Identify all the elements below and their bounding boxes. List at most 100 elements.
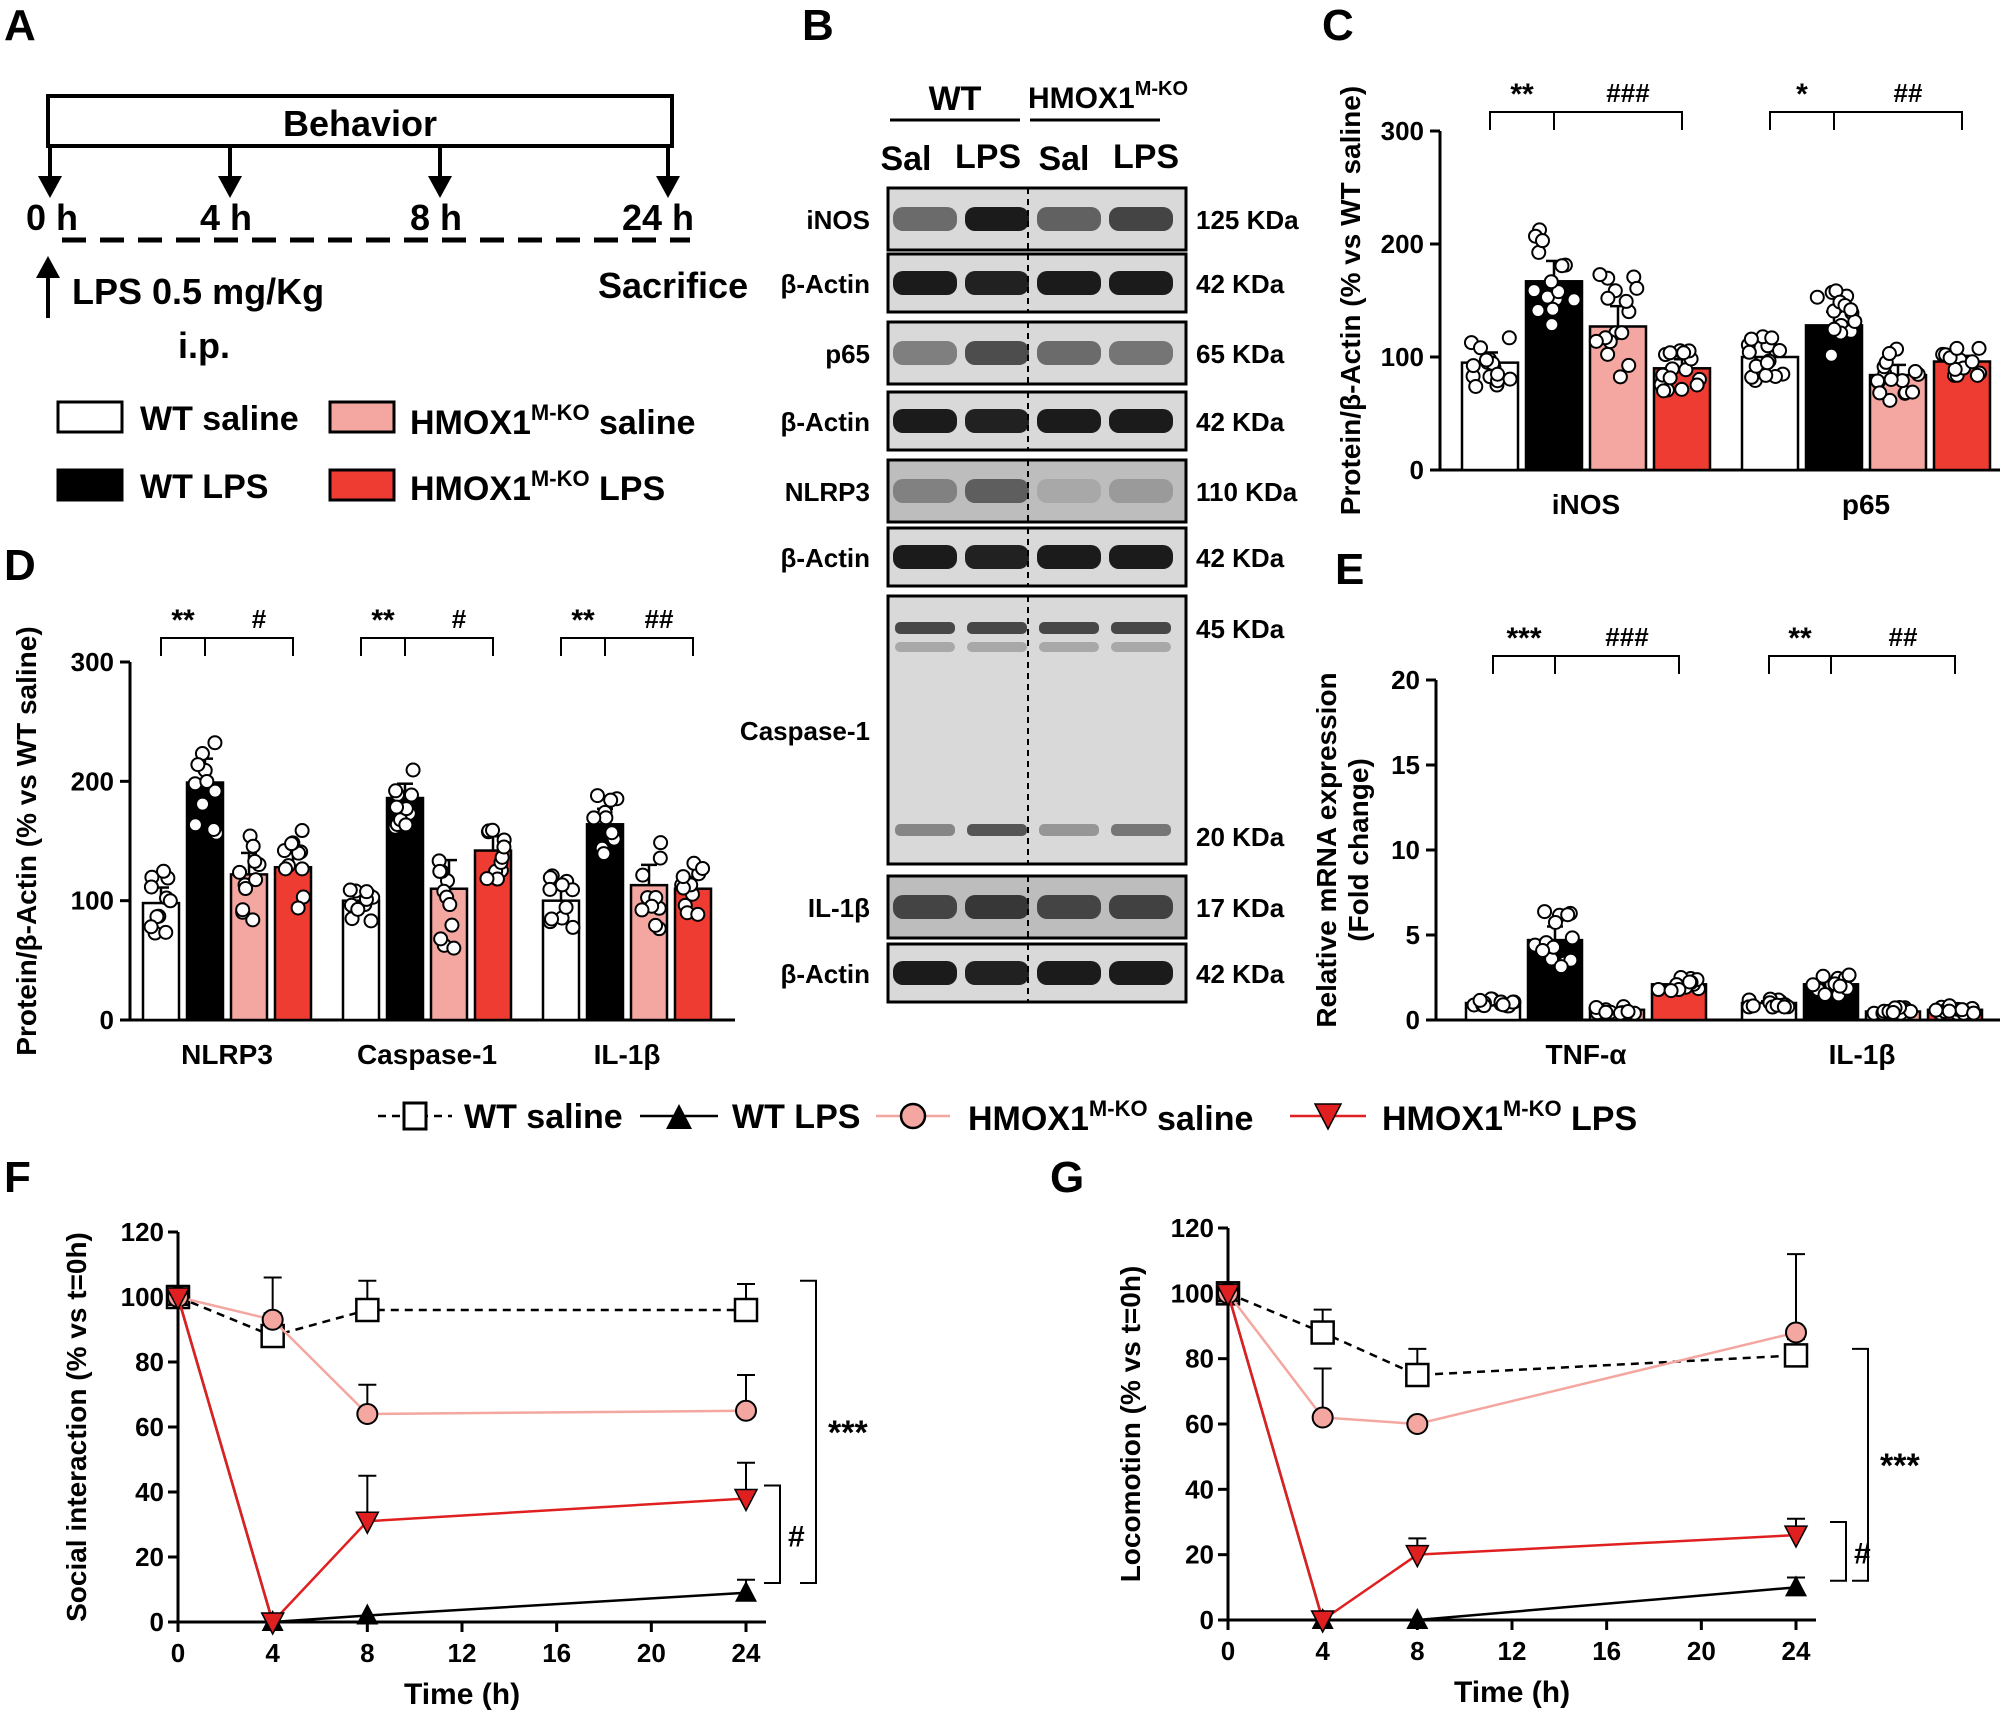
data-point: [1600, 346, 1616, 362]
data-point: [1564, 930, 1580, 946]
y-tick-label: 300: [1381, 116, 1424, 146]
group-label: IL-1β: [1829, 1039, 1896, 1070]
data-point: [1881, 346, 1897, 362]
blot-band: [893, 207, 957, 231]
lps-dose-label: LPS 0.5 mg/Kg: [72, 271, 324, 312]
data-point: [1535, 233, 1551, 249]
blot-protein-label: p65: [825, 339, 870, 369]
blot-band: [893, 479, 957, 503]
significance-ko: ###: [1606, 78, 1650, 108]
significance-ko: #: [452, 604, 467, 634]
data-point: [446, 940, 462, 956]
bar-legend-item: HMOX1M-KO LPS: [328, 466, 665, 508]
group-label: NLRP3: [181, 1039, 273, 1070]
group-label: TNF-α: [1546, 1039, 1627, 1070]
data-point: [1547, 914, 1563, 930]
blot-band: [893, 271, 957, 295]
legend-label: HMOX1M-KO LPS: [410, 466, 665, 508]
data-point: [1832, 978, 1848, 994]
x-tick-label: 12: [448, 1638, 477, 1668]
data-point: [1745, 998, 1761, 1014]
significance-lps: **: [371, 604, 395, 637]
arrow-head-8h: [428, 176, 452, 198]
significance-label: ***: [1880, 1447, 1920, 1485]
data-point: [248, 872, 264, 888]
data-point: [403, 787, 419, 803]
data-point: [433, 931, 449, 947]
point-hmox1-m-ko-lps: [1783, 1525, 1809, 1549]
blot-band: [1037, 409, 1101, 433]
blot-band: [965, 271, 1029, 295]
point-hmox1-m-ko-saline: [1785, 1321, 1807, 1344]
data-point: [284, 836, 300, 852]
significance-label: ***: [828, 1414, 868, 1452]
data-point: [1964, 354, 1980, 370]
data-point: [596, 846, 612, 862]
significance-lps: *: [1796, 78, 1808, 111]
legend-marker-ko-saline: [899, 1102, 927, 1130]
data-point: [1621, 357, 1637, 373]
x-tick-label: 8: [1410, 1636, 1424, 1666]
data-point: [1907, 363, 1923, 379]
y-tick-label: 300: [71, 647, 114, 677]
data-point: [1566, 292, 1582, 308]
data-point: [1592, 267, 1608, 283]
data-point: [143, 919, 159, 935]
legend-label: HMOX1M-KO saline: [968, 1096, 1253, 1138]
significance-bracket: [1489, 111, 1683, 130]
blot-size-label: 42 KDa: [1196, 543, 1285, 573]
blot-band: [1109, 207, 1173, 231]
data-point: [405, 762, 421, 778]
significance-bracket: [560, 637, 694, 656]
data-point: [442, 897, 458, 913]
significance-lps: **: [1510, 78, 1534, 111]
x-tick-label: 20: [637, 1638, 666, 1668]
point-hmox1-m-ko-saline: [1311, 1406, 1334, 1429]
data-point: [363, 913, 379, 929]
blot-band: [1037, 961, 1101, 985]
chart-e-mrna: 0 5 10 15 20 Relative mRNA expression (Fold ch…: [1311, 622, 2000, 1070]
blot-band: [967, 622, 1027, 634]
y-axis-label: Relative mRNA expression: [1311, 672, 1342, 1027]
y-tick-label: 20: [135, 1542, 164, 1572]
data-point: [1949, 340, 1965, 356]
y-tick-label: 100: [121, 1282, 164, 1312]
data-point: [1495, 997, 1511, 1013]
blot-band: [893, 895, 957, 919]
data-point: [1674, 381, 1690, 397]
data-point: [1743, 331, 1759, 347]
significance-bracket: [360, 637, 494, 656]
blot-band: [1109, 341, 1173, 365]
data-point: [542, 881, 558, 897]
blot-band: [965, 961, 1029, 985]
blot-size-label: 42 KDa: [1196, 269, 1285, 299]
data-point: [1776, 999, 1792, 1015]
data-point: [1553, 959, 1569, 975]
data-point: [389, 799, 405, 815]
significance-ko: ##: [1889, 622, 1918, 652]
chart-c-inos-p65: 0 100 200 300 Protein/β-Actin (% vs WT salin…: [1335, 78, 2000, 520]
data-point: [1650, 982, 1666, 998]
data-point: [1614, 325, 1630, 341]
blot-band: [1109, 479, 1173, 503]
data-point: [1618, 293, 1634, 309]
data-point: [1620, 1004, 1636, 1020]
data-point: [1772, 342, 1788, 358]
y-tick-label: 60: [135, 1412, 164, 1442]
legend-label: HMOX1M-KO LPS: [1382, 1096, 1637, 1138]
point-hmox1-m-ko-lps: [260, 1612, 285, 1636]
significance-ko: #: [252, 604, 267, 634]
data-point: [398, 817, 414, 833]
panel-label-a: A: [4, 1, 36, 50]
series-line-hmox1-m-ko-saline: [177, 1295, 747, 1416]
blot-protein-label: NLRP3: [785, 477, 870, 507]
lane-label: LPS: [955, 138, 1021, 176]
data-point: [1526, 283, 1542, 299]
data-point: [190, 757, 206, 773]
time-arrows: [48, 146, 670, 184]
chart-g-locomotion: 0 20 40 60 80 100 120 0 4 8 12 16 20 24 Time (h) Locomo…: [1115, 1213, 1920, 1709]
data-point: [432, 863, 448, 879]
data-point: [187, 817, 203, 833]
data-point: [1759, 355, 1775, 371]
series-line-hmox1-m-ko-saline: [1227, 1292, 1797, 1426]
